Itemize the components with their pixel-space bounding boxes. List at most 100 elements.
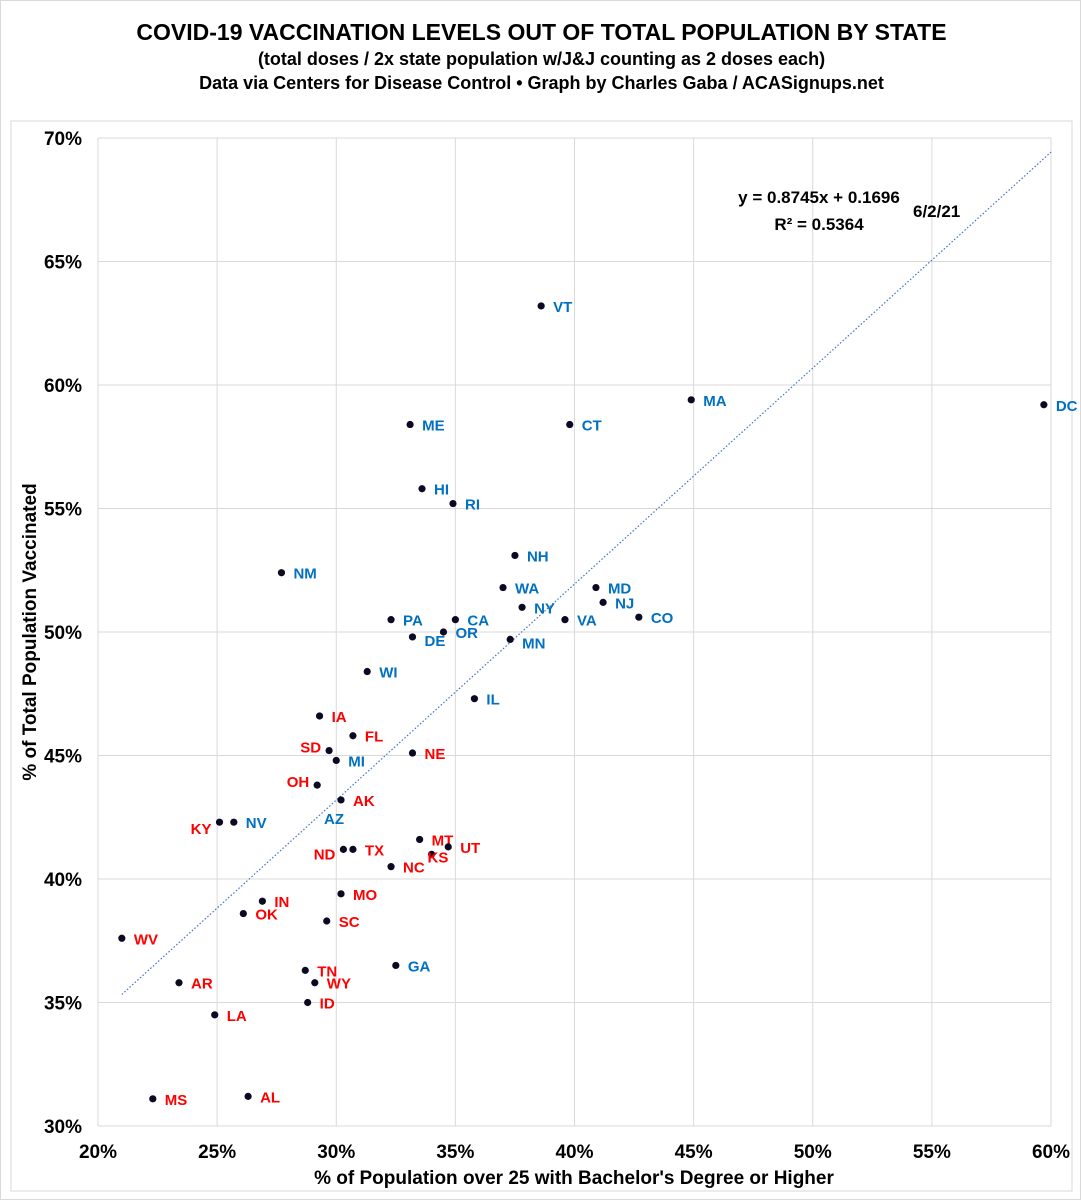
data-label-nm: NM	[293, 566, 316, 583]
x-tick-label: 25%	[198, 1142, 236, 1163]
data-label-ak: AK	[353, 793, 375, 810]
data-label-ut: UT	[460, 840, 480, 857]
plot-frame	[10, 120, 1073, 1192]
data-label-ma: MA	[703, 393, 726, 410]
data-label-id: ID	[320, 996, 335, 1013]
data-label-md: MD	[608, 581, 631, 598]
x-tick-label: 45%	[675, 1142, 713, 1163]
data-point-ks	[427, 850, 436, 858]
x-tick-label: 20%	[79, 1142, 117, 1163]
data-label-in: IN	[274, 894, 289, 911]
trendline-r2: R² = 0.5364	[774, 215, 864, 234]
data-label-nc: NC	[403, 860, 425, 877]
data-point-ms	[149, 1095, 157, 1103]
data-point-ca	[451, 616, 459, 624]
data-point-ma	[687, 396, 695, 404]
data-label-ky: KY	[191, 821, 212, 838]
data-point-nj	[599, 598, 607, 606]
data-label-hi: HI	[434, 482, 449, 499]
data-point-in	[258, 897, 266, 905]
x-tick-label: 50%	[794, 1142, 832, 1163]
y-axis-label: % of Total Population Vaccinated	[20, 483, 41, 780]
data-point-wi	[363, 667, 371, 676]
y-tick-label: 30%	[44, 1117, 82, 1138]
data-point-nc	[387, 863, 395, 871]
y-tick-label: 65%	[44, 253, 82, 274]
data-point-il	[470, 695, 479, 703]
data-label-mo: MO	[353, 887, 377, 904]
trendline	[121, 151, 1052, 995]
data-label-ia: IA	[332, 709, 347, 726]
data-point-mo	[337, 890, 345, 898]
data-point-nv	[230, 818, 238, 826]
y-tick-label: 70%	[44, 129, 82, 150]
y-tick-label: 45%	[44, 747, 82, 768]
data-point-va	[561, 616, 569, 624]
data-label-az: AZ	[324, 811, 344, 828]
data-point-dc	[1040, 401, 1048, 409]
data-label-sd: SD	[300, 740, 321, 757]
data-point-id	[304, 998, 312, 1007]
data-point-vt	[537, 302, 545, 310]
data-label-tn: TN	[317, 963, 337, 980]
x-tick-label: 60%	[1032, 1142, 1070, 1163]
data-point-nm	[277, 569, 286, 577]
data-label-ne: NE	[424, 746, 445, 763]
data-point-tx	[349, 845, 357, 853]
data-point-wv	[118, 934, 126, 942]
data-point-ok	[239, 909, 247, 918]
trendline-equation: y = 0.8745x + 0.1696	[738, 188, 900, 207]
data-label-nh: NH	[527, 548, 549, 565]
data-label-tx: TX	[365, 842, 384, 859]
data-label-nd: ND	[314, 846, 336, 863]
data-point-oh	[313, 781, 321, 789]
data-point-de	[408, 633, 417, 641]
data-label-nv: NV	[246, 815, 267, 832]
date-label: 6/2/21	[913, 202, 960, 221]
chart-credit: Data via Centers for Disease Control • G…	[199, 73, 884, 93]
data-label-de: DE	[424, 633, 445, 650]
data-label-al: AL	[260, 1089, 280, 1106]
data-point-ne	[408, 749, 417, 757]
data-point-ar	[175, 979, 183, 987]
data-point-or	[439, 628, 448, 636]
data-label-or: OR	[455, 625, 478, 642]
data-label-wi: WI	[379, 665, 397, 682]
x-tick-label: 55%	[913, 1142, 951, 1163]
chart-subtitle: (total doses / 2x state population w/J&J…	[257, 49, 826, 69]
data-label-co: CO	[651, 610, 674, 627]
data-point-md	[592, 583, 600, 592]
data-point-nh	[511, 551, 519, 560]
x-tick-label: 30%	[317, 1142, 355, 1163]
y-tick-label: 35%	[44, 994, 82, 1015]
data-label-pa: PA	[403, 613, 423, 630]
data-label-il: IL	[486, 692, 499, 709]
data-point-sc	[323, 917, 331, 925]
data-label-ny: NY	[534, 600, 555, 617]
data-label-mi: MI	[348, 753, 365, 770]
x-tick-label: 40%	[555, 1142, 593, 1163]
data-point-tn	[301, 966, 309, 974]
data-point-la	[211, 1011, 219, 1019]
data-point-ga	[392, 961, 400, 970]
data-label-nj: NJ	[615, 595, 634, 612]
y-tick-label: 60%	[44, 376, 82, 397]
data-point-ri	[449, 499, 457, 508]
x-axis-label: % of Population over 25 with Bachelor's …	[314, 1168, 834, 1189]
data-label-wy: WY	[327, 976, 351, 993]
data-label-ok: OK	[255, 907, 278, 924]
data-label-ca: CA	[467, 613, 489, 630]
data-point-al	[244, 1092, 252, 1100]
data-label-wv: WV	[134, 931, 158, 948]
y-tick-label: 55%	[44, 500, 82, 521]
data-point-sd	[325, 746, 333, 755]
data-label-va: VA	[577, 613, 597, 630]
data-label-sc: SC	[339, 914, 360, 931]
data-point-co	[635, 613, 643, 621]
data-label-ga: GA	[408, 958, 431, 975]
data-label-fl: FL	[365, 729, 383, 746]
data-point-ny	[518, 603, 526, 611]
data-point-mn	[506, 635, 514, 644]
data-label-ks: KS	[428, 849, 449, 866]
